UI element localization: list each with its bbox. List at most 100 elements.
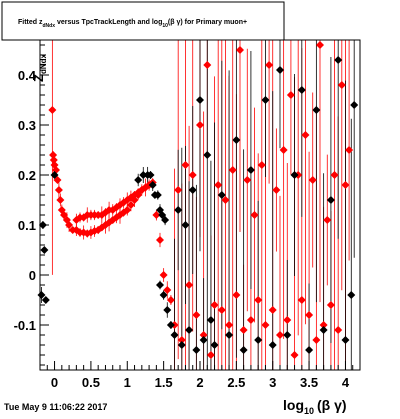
y-axis-label: ZdNdx — [31, 53, 48, 82]
data-point — [126, 201, 135, 209]
data-point — [236, 46, 244, 54]
data-point — [161, 216, 170, 224]
data-point — [48, 106, 57, 114]
data-point — [188, 186, 197, 194]
data-point — [308, 176, 317, 184]
data-point — [196, 121, 204, 129]
data-point — [312, 106, 321, 114]
data-point — [337, 81, 346, 89]
data-point — [323, 216, 332, 224]
data-point — [301, 131, 310, 139]
data-point — [192, 311, 201, 319]
data-point — [152, 211, 161, 219]
data-point — [181, 221, 190, 229]
data-point — [65, 221, 74, 229]
data-point — [221, 196, 230, 204]
data-point — [330, 171, 339, 179]
data-point — [206, 316, 215, 324]
data-point — [57, 206, 66, 214]
data-point — [261, 321, 270, 329]
data-point — [177, 341, 186, 349]
data-point — [232, 291, 241, 299]
data-point — [153, 191, 162, 199]
data-point — [254, 296, 263, 304]
data-point — [159, 291, 168, 299]
data-point — [312, 336, 321, 344]
data-point — [185, 281, 194, 289]
data-point — [199, 336, 208, 344]
y-tick-label: 0.3 — [18, 118, 36, 133]
data-point — [341, 181, 350, 189]
data-point — [123, 206, 132, 214]
data-point — [185, 326, 194, 334]
data-point — [170, 331, 179, 339]
x-tick-label: 4 — [342, 375, 350, 390]
data-point — [276, 331, 284, 339]
data-point — [265, 61, 274, 69]
data-point — [139, 171, 148, 179]
data-point — [196, 96, 204, 104]
data-points-group — [37, 41, 359, 359]
data-point — [163, 286, 172, 294]
data-point — [319, 326, 328, 334]
data-point — [146, 171, 155, 179]
data-point — [156, 281, 164, 289]
svg-text:ZdNdx: ZdNdx — [31, 53, 48, 82]
data-point — [257, 161, 266, 169]
axis-ticks-group — [39, 44, 361, 370]
data-point — [49, 151, 58, 159]
data-point — [206, 351, 215, 359]
data-point — [276, 66, 284, 74]
data-point — [199, 331, 208, 339]
data-point — [239, 346, 248, 354]
data-point — [56, 196, 65, 204]
y-tick-label: 0.4 — [18, 68, 37, 83]
y-tick-label: 0.2 — [18, 168, 36, 183]
data-point — [268, 306, 277, 314]
data-point — [305, 311, 314, 319]
x-tick-label: 1 — [124, 375, 131, 390]
data-point — [243, 176, 252, 184]
data-point — [232, 136, 241, 144]
x-axis-label: log10 (β γ) — [283, 397, 347, 414]
data-point — [228, 166, 237, 174]
data-point — [246, 316, 255, 324]
data-point — [290, 171, 299, 179]
data-point — [319, 321, 328, 329]
x-tick-label: 0.5 — [82, 375, 100, 390]
data-point — [305, 346, 314, 354]
x-tick-label: 3.5 — [300, 375, 318, 390]
data-point — [272, 186, 281, 194]
data-point — [177, 336, 186, 344]
y-tick-label: -0.1 — [14, 318, 36, 333]
data-point — [283, 316, 292, 324]
timestamp: Tue May 9 11:06:22 2017 — [4, 402, 107, 412]
data-point — [214, 181, 223, 189]
data-point — [210, 341, 219, 349]
data-point — [174, 206, 183, 214]
x-tick-label: 1.5 — [155, 375, 173, 390]
title-box — [1, 1, 285, 41]
data-point — [268, 341, 277, 349]
data-point — [181, 161, 190, 169]
data-point — [326, 301, 335, 309]
data-point — [297, 86, 306, 94]
data-point — [166, 321, 175, 329]
data-point — [350, 101, 359, 109]
data-point — [290, 351, 299, 359]
data-point — [345, 146, 354, 154]
x-tick-label: 2.5 — [227, 375, 245, 390]
data-point — [203, 61, 212, 69]
data-point — [159, 271, 168, 279]
data-point — [250, 211, 259, 219]
data-point — [225, 321, 234, 329]
data-point — [54, 186, 63, 194]
data-point — [225, 331, 234, 339]
data-point — [156, 236, 164, 244]
data-point — [347, 291, 356, 299]
data-point — [148, 181, 157, 189]
x-tick-label: 3 — [269, 375, 276, 390]
y-tick-label: 0 — [29, 268, 36, 283]
data-point — [261, 96, 270, 104]
